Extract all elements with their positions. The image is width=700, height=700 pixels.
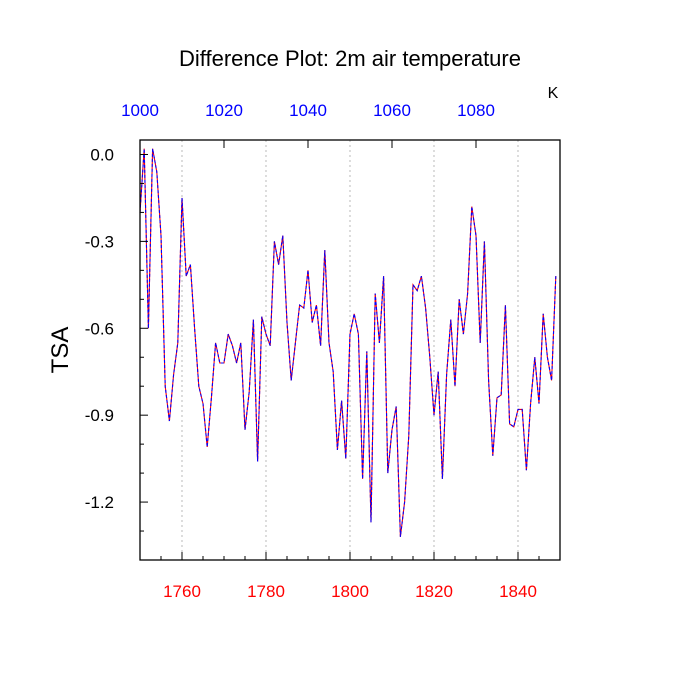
x-tick-label: 1820 <box>415 582 453 601</box>
top-tick-label: 1000 <box>121 101 159 120</box>
y-tick-label: 0.0 <box>90 145 114 164</box>
y-tick-label: -0.3 <box>85 232 114 251</box>
x-tick-label: 1840 <box>499 582 537 601</box>
series-group <box>139 148 557 537</box>
y-axis-label: TSA <box>47 327 74 374</box>
series-line-dashed <box>139 148 557 537</box>
y-tick-label: -0.6 <box>85 319 114 338</box>
top-tick-label: 1040 <box>289 101 327 120</box>
series-line-base <box>139 148 557 537</box>
tick-labels: 1760 1780 1800 1820 1840 1000 1020 1040 1060 1080… <box>85 101 537 601</box>
y-tick-label: -1.2 <box>85 493 114 512</box>
top-tick-label: 1020 <box>205 101 243 120</box>
x-tick-label: 1760 <box>163 582 201 601</box>
x-tick-label: 1780 <box>247 582 285 601</box>
units-label: K <box>548 85 559 102</box>
y-tick-label: -0.9 <box>85 406 114 425</box>
chart-title: Difference Plot: 2m air temperature <box>179 46 521 71</box>
top-tick-label: 1080 <box>457 101 495 120</box>
axis-ticks <box>139 140 540 560</box>
top-tick-label: 1060 <box>373 101 411 120</box>
x-tick-label: 1800 <box>331 582 369 601</box>
